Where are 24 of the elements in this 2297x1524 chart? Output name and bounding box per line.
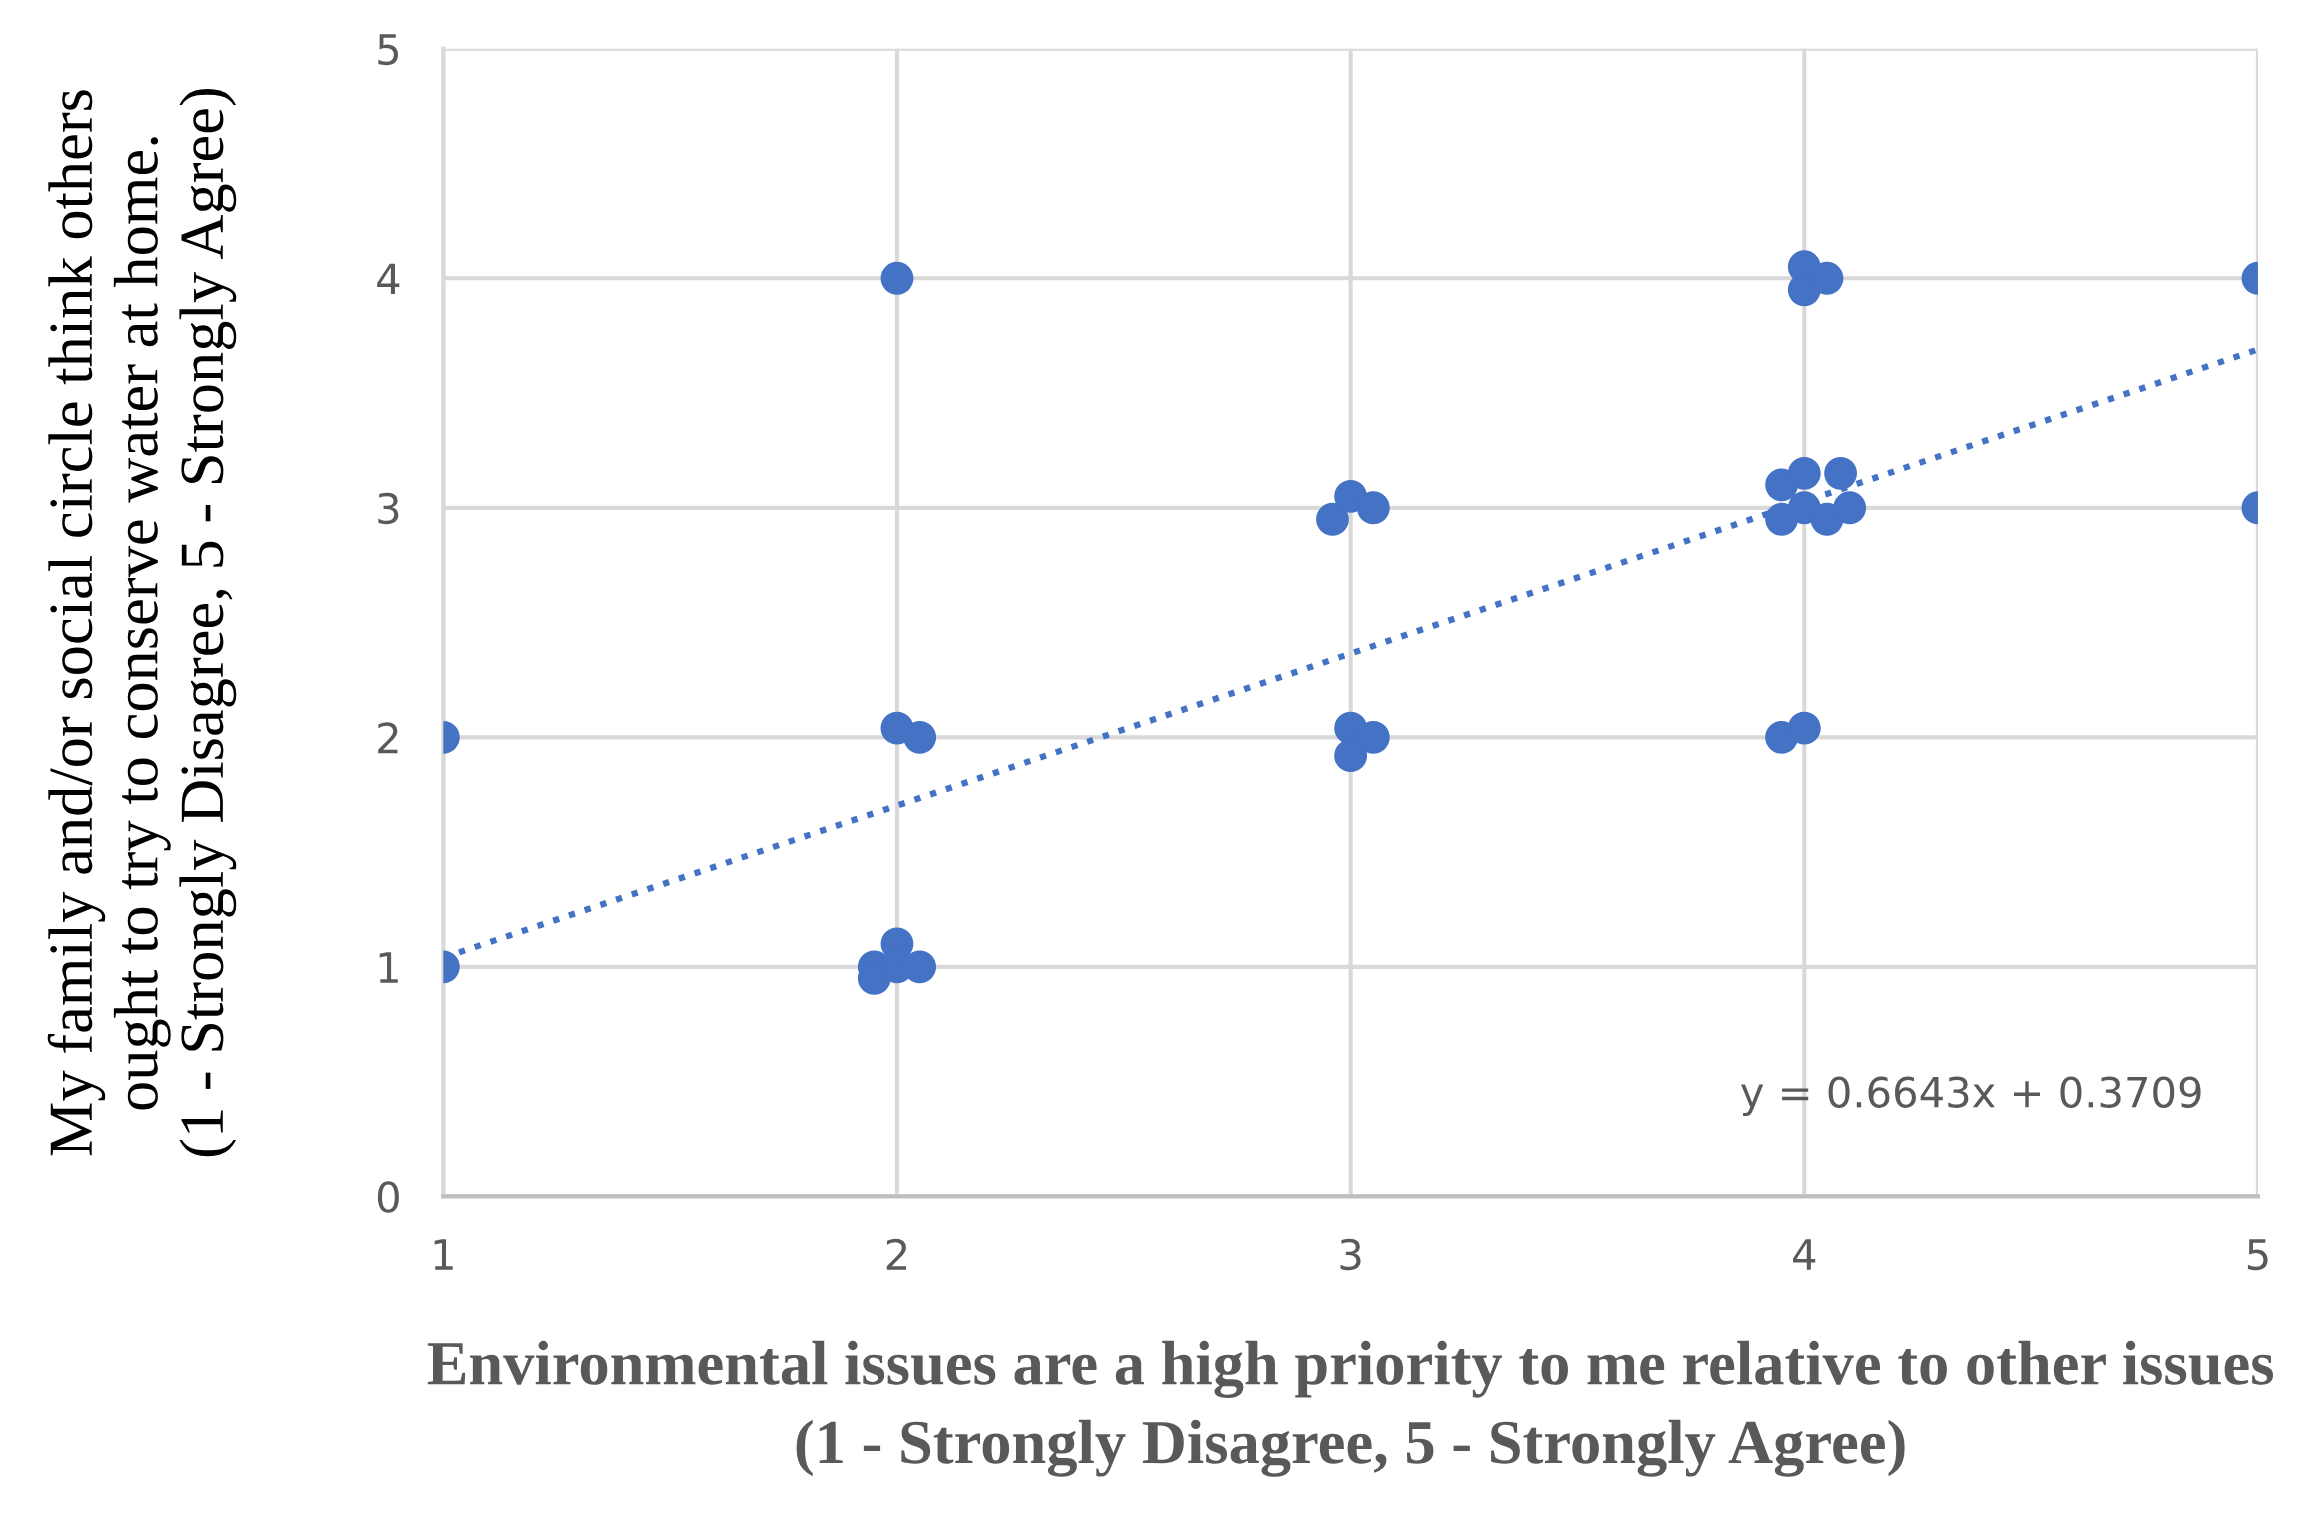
y-tick-label: 2 bbox=[378, 722, 398, 754]
point bbox=[1356, 491, 1390, 525]
x-tick-label: 5 bbox=[2247, 1239, 2268, 1271]
point bbox=[903, 720, 937, 754]
y-axis-title: My family and/or social circle think others ought to try to conserve water at home. (1 - Strongly Disagree, 5 - Strongly Agree) bbox=[47, 88, 237, 1157]
x-tick-label: 1 bbox=[434, 1239, 453, 1270]
y-tick-label: 1 bbox=[379, 952, 398, 983]
point bbox=[1833, 491, 1867, 525]
point bbox=[1334, 739, 1368, 773]
x-tick-label: 4 bbox=[1793, 1239, 1816, 1270]
annotation: y = 0.6643x + 0.3709 bbox=[1741, 1076, 2201, 1117]
x-axis-title: Environmental issues are a high priority to me relative to other issues (1 - Strongly Disagree, 5 - Strongly Agree) bbox=[427, 1340, 2274, 1477]
point bbox=[1824, 456, 1858, 490]
x-tick-label: 3 bbox=[1340, 1238, 1361, 1271]
y-tick-label: 3 bbox=[378, 492, 399, 525]
point bbox=[880, 261, 914, 295]
y-tick-label: 4 bbox=[377, 263, 400, 295]
y-tick-label: 5 bbox=[378, 34, 399, 66]
y-tick-label: 0 bbox=[377, 1181, 399, 1213]
point bbox=[1787, 456, 1821, 490]
point bbox=[1316, 502, 1349, 536]
point bbox=[1787, 711, 1821, 745]
point bbox=[1356, 720, 1390, 754]
x-tick-label: 2 bbox=[886, 1238, 907, 1270]
